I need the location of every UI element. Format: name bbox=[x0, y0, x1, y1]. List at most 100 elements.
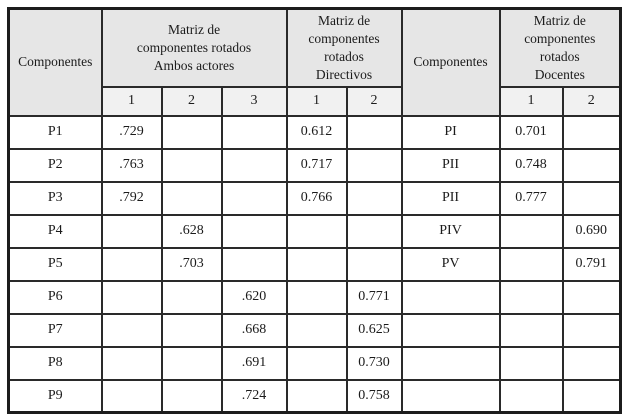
subheader-directivos-1: 1 bbox=[285, 85, 348, 117]
row-label: P6 bbox=[7, 279, 103, 315]
value-cell: 0.791 bbox=[561, 246, 622, 282]
value-cell bbox=[561, 312, 622, 348]
header-line: Directivos bbox=[315, 66, 373, 82]
table-row-p6: P6 .620 0.771 bbox=[7, 279, 622, 315]
value-cell bbox=[100, 246, 163, 282]
value-cell bbox=[160, 147, 223, 183]
value-cell bbox=[100, 345, 163, 381]
header-line: componentes rotados bbox=[136, 39, 252, 55]
value-cell bbox=[561, 345, 622, 381]
rotated-components-table: Componentes Matriz de componentes rotado… bbox=[7, 7, 623, 414]
row-label: P4 bbox=[7, 213, 103, 249]
component-label-cell: PIV bbox=[400, 213, 501, 249]
value-cell bbox=[345, 246, 403, 282]
table-row-p7: P7 .668 0.625 bbox=[7, 312, 622, 348]
row-label: P5 bbox=[7, 246, 103, 282]
row-label: P1 bbox=[7, 114, 103, 150]
value-cell bbox=[220, 213, 288, 249]
component-label-cell bbox=[400, 378, 501, 414]
header-componentes-right: Componentes bbox=[400, 7, 501, 117]
value-cell bbox=[498, 213, 564, 249]
value-cell bbox=[498, 246, 564, 282]
header-componentes-left: Componentes bbox=[7, 7, 103, 117]
value-cell: 0.777 bbox=[498, 180, 564, 216]
header-group-docentes: Matriz de componentes rotados Docentes bbox=[498, 7, 622, 88]
value-cell: 0.766 bbox=[285, 180, 348, 216]
header-line: rotados bbox=[539, 48, 580, 64]
header-line: componentes bbox=[308, 30, 380, 46]
value-cell bbox=[345, 180, 403, 216]
value-cell bbox=[285, 279, 348, 315]
value-cell: 0.717 bbox=[285, 147, 348, 183]
subheader-directivos-2: 2 bbox=[345, 85, 403, 117]
value-cell bbox=[160, 279, 223, 315]
value-cell: .628 bbox=[160, 213, 223, 249]
value-cell bbox=[160, 378, 223, 414]
value-cell bbox=[498, 312, 564, 348]
header-line: componentes bbox=[524, 30, 596, 46]
value-cell: 0.771 bbox=[345, 279, 403, 315]
value-cell: 0.730 bbox=[345, 345, 403, 381]
header-line: rotados bbox=[324, 48, 364, 64]
subheader-ambos-1: 1 bbox=[100, 85, 163, 117]
value-cell bbox=[498, 279, 564, 315]
subheader-ambos-3: 3 bbox=[220, 85, 288, 117]
value-cell bbox=[100, 279, 163, 315]
header-line: Matriz de bbox=[317, 13, 371, 29]
table-row-p8: P8 .691 0.730 bbox=[7, 345, 622, 381]
table-row-p5: P5 .703 PV 0.791 bbox=[7, 246, 622, 282]
value-cell bbox=[498, 378, 564, 414]
value-cell bbox=[160, 312, 223, 348]
subheader-ambos-2: 2 bbox=[160, 85, 223, 117]
value-cell bbox=[160, 180, 223, 216]
value-cell: .729 bbox=[100, 114, 163, 150]
value-cell: 0.758 bbox=[345, 378, 403, 414]
component-label-cell: PII bbox=[400, 147, 501, 183]
table-row-p3: P3 .792 0.766 PII 0.777 bbox=[7, 180, 622, 216]
value-cell bbox=[160, 114, 223, 150]
value-cell: 0.612 bbox=[285, 114, 348, 150]
value-cell bbox=[220, 147, 288, 183]
value-cell bbox=[561, 114, 622, 150]
header-group-ambos: Matriz de componentes rotados Ambos acto… bbox=[100, 7, 288, 88]
value-cell: 0.690 bbox=[561, 213, 622, 249]
value-cell bbox=[285, 312, 348, 348]
value-cell: 0.701 bbox=[498, 114, 564, 150]
value-cell bbox=[285, 213, 348, 249]
value-cell bbox=[285, 378, 348, 414]
value-cell bbox=[561, 378, 622, 414]
value-cell: .691 bbox=[220, 345, 288, 381]
table-row-p2: P2 .763 0.717 PII 0.748 bbox=[7, 147, 622, 183]
value-cell: .703 bbox=[160, 246, 223, 282]
header-sub-row: 1 2 3 1 2 1 2 bbox=[9, 85, 622, 117]
value-cell bbox=[285, 246, 348, 282]
value-cell bbox=[220, 180, 288, 216]
component-label-cell: PV bbox=[400, 246, 501, 282]
subheader-docentes-1: 1 bbox=[498, 85, 564, 117]
value-cell: .724 bbox=[220, 378, 288, 414]
header-group-row: Componentes Matriz de componentes rotado… bbox=[7, 7, 622, 117]
table-row-p1: P1 .729 0.612 PI 0.701 bbox=[7, 114, 622, 150]
header-line: Docentes bbox=[534, 66, 585, 82]
value-cell bbox=[345, 147, 403, 183]
row-label: P7 bbox=[7, 312, 103, 348]
value-cell: 0.748 bbox=[498, 147, 564, 183]
row-label: P3 bbox=[7, 180, 103, 216]
row-label: P8 bbox=[7, 345, 103, 381]
value-cell bbox=[100, 312, 163, 348]
value-cell bbox=[498, 345, 564, 381]
header-line: Ambos actores bbox=[153, 57, 235, 73]
header-group-directivos: Matriz de componentes rotados Directivos bbox=[285, 7, 403, 88]
component-label-cell bbox=[400, 279, 501, 315]
value-cell bbox=[561, 279, 622, 315]
value-cell bbox=[561, 180, 622, 216]
component-label-cell bbox=[400, 345, 501, 381]
component-label-cell: PI bbox=[400, 114, 501, 150]
value-cell bbox=[345, 213, 403, 249]
value-cell bbox=[345, 114, 403, 150]
header-line: Matriz de bbox=[533, 13, 586, 29]
value-cell bbox=[160, 345, 223, 381]
value-cell bbox=[220, 246, 288, 282]
value-cell bbox=[561, 147, 622, 183]
